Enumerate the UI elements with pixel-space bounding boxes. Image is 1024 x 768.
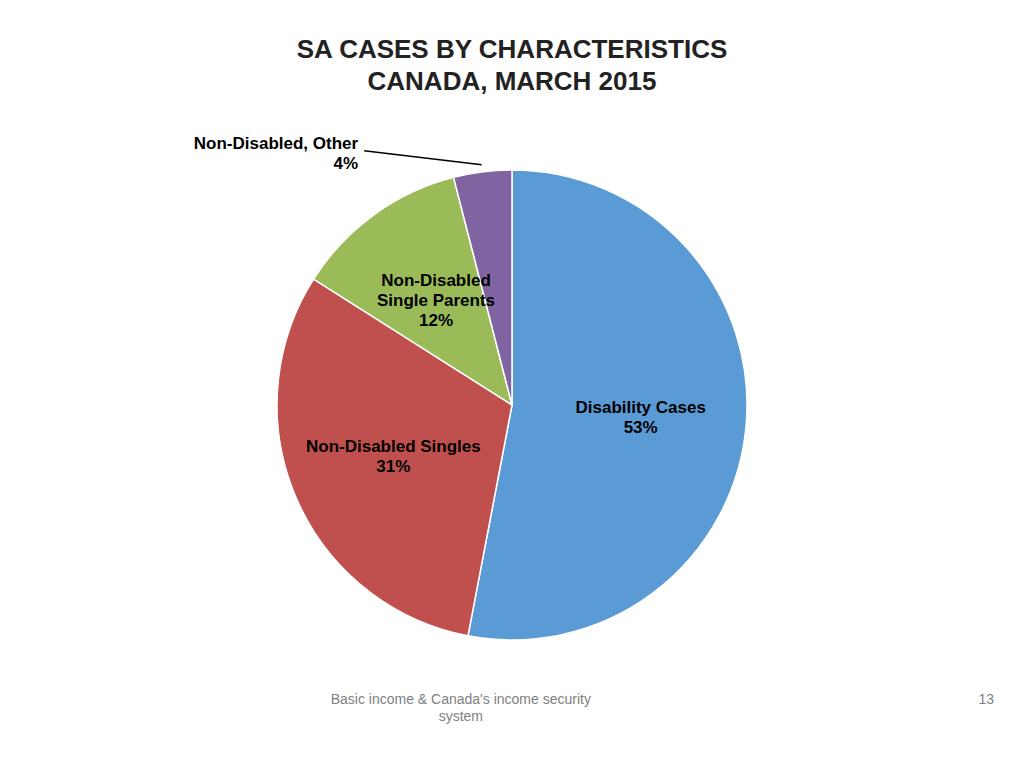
background bbox=[0, 0, 1024, 768]
data-label: 53% bbox=[624, 418, 658, 437]
data-label: 31% bbox=[376, 457, 410, 476]
chart-container: SA CASES BY CHARACTERISTICSCANADA, MARCH… bbox=[0, 0, 1024, 768]
data-label: 12% bbox=[419, 311, 453, 330]
data-label: 4% bbox=[334, 154, 359, 173]
slice-label: Disability Cases bbox=[575, 398, 705, 417]
chart: SA CASES BY CHARACTERISTICSCANADA, MARCH… bbox=[0, 0, 1024, 768]
footnote: Basic income & Canada's income securitys… bbox=[331, 691, 591, 724]
leader-line bbox=[364, 151, 482, 165]
slice-label: Non-DisabledSingle Parents bbox=[377, 271, 495, 310]
title: SA CASES BY CHARACTERISTICSCANADA, MARCH… bbox=[297, 34, 728, 96]
slice-labels: Disability Cases53% Non-Disabled Singles3… bbox=[194, 134, 706, 477]
slice-label: Non-Disabled Singles bbox=[306, 437, 481, 456]
slice-label: Non-Disabled, Other bbox=[194, 134, 359, 153]
page-number: 13 bbox=[978, 691, 994, 707]
slices bbox=[277, 170, 747, 640]
